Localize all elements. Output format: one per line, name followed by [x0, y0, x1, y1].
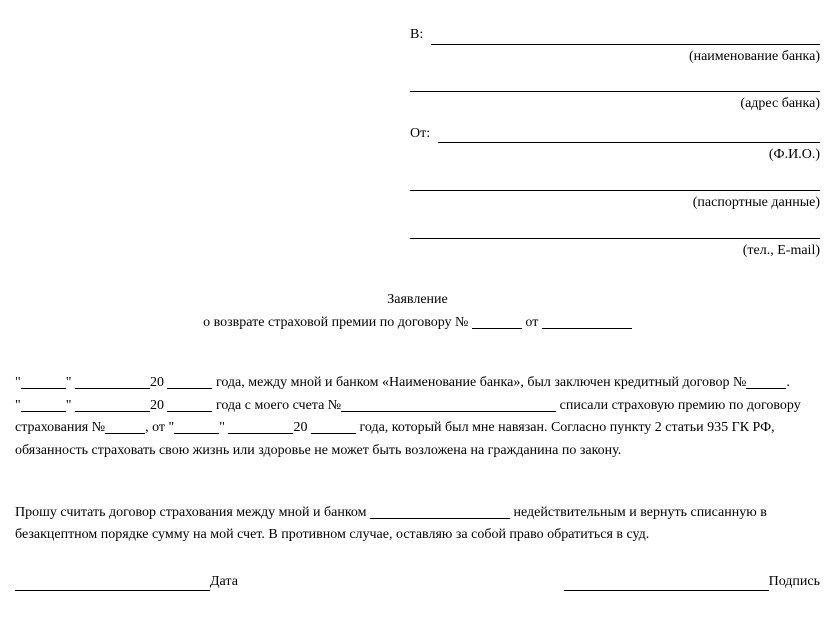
p2-20a: 20: [150, 398, 164, 413]
to-label: В:: [410, 25, 423, 45]
month2-blank[interactable]: [75, 398, 150, 412]
signature-blank[interactable]: [564, 577, 769, 591]
address-blank[interactable]: [410, 76, 820, 92]
date-blank[interactable]: [15, 577, 210, 591]
footer-row: Дата Подпись: [15, 572, 820, 592]
title-sub-from: от: [525, 315, 538, 330]
body-paragraph-2: Прошу считать договор страхования между …: [15, 502, 820, 547]
from-blank[interactable]: [438, 127, 820, 143]
day1-blank[interactable]: [21, 375, 66, 389]
footer-date: Дата: [15, 572, 238, 592]
from-hint: (Ф.И.О.): [410, 145, 820, 165]
year1-blank[interactable]: [167, 375, 212, 389]
header-row-from: От:: [410, 124, 820, 144]
title-block: Заявление о возврате страховой премии по…: [15, 290, 820, 332]
year3-blank[interactable]: [311, 420, 356, 434]
p1-text1: года, между мной и банком «Наименование …: [216, 375, 746, 390]
header-block: В: (наименование банка) (адрес банка) От…: [410, 25, 820, 260]
passport-blank[interactable]: [410, 175, 820, 191]
date-label: Дата: [210, 572, 238, 592]
contact-blank[interactable]: [410, 223, 820, 239]
p2-q3: ": [219, 420, 225, 435]
p2-q2: ": [66, 398, 72, 413]
month3-blank[interactable]: [228, 420, 293, 434]
contract-number-blank[interactable]: [472, 315, 522, 329]
footer-sign: Подпись: [564, 572, 820, 592]
p1-20a: 20: [150, 375, 164, 390]
footer-gap: [238, 572, 564, 592]
p1-q2: ": [66, 375, 72, 390]
passport-hint: (паспортные данные): [410, 193, 820, 213]
contract-date-blank[interactable]: [542, 315, 632, 329]
title-main: Заявление: [15, 290, 820, 310]
header-row-to: В:: [410, 25, 820, 45]
title-sub-row: о возврате страховой премии по договору …: [15, 312, 820, 333]
body-paragraph-1: " " 20 года, между мной и банком «Наимено…: [15, 372, 820, 462]
to-blank[interactable]: [431, 29, 820, 45]
contact-hint: (тел., E-mail): [410, 241, 820, 261]
insurance-num-blank[interactable]: [105, 420, 145, 434]
day2-blank[interactable]: [21, 398, 66, 412]
from-label: От:: [410, 124, 430, 144]
year2-blank[interactable]: [167, 398, 212, 412]
p1-dot: .: [786, 375, 790, 390]
b2-text1: Прошу считать договор страхования между …: [15, 505, 367, 520]
p2-text1: года с моего счета №: [216, 398, 341, 413]
credit-num-blank[interactable]: [746, 375, 786, 389]
account-blank[interactable]: [341, 398, 556, 412]
p2-text3: , от ": [145, 420, 174, 435]
sign-label: Подпись: [769, 572, 820, 592]
day3-blank[interactable]: [174, 420, 219, 434]
title-sub-prefix: о возврате страховой премии по договору …: [203, 315, 468, 330]
to-hint: (наименование банка): [410, 47, 820, 67]
p2-20b: 20: [293, 420, 307, 435]
address-hint: (адрес банка): [410, 94, 820, 114]
month1-blank[interactable]: [75, 375, 150, 389]
bank-name-blank[interactable]: [370, 505, 510, 519]
